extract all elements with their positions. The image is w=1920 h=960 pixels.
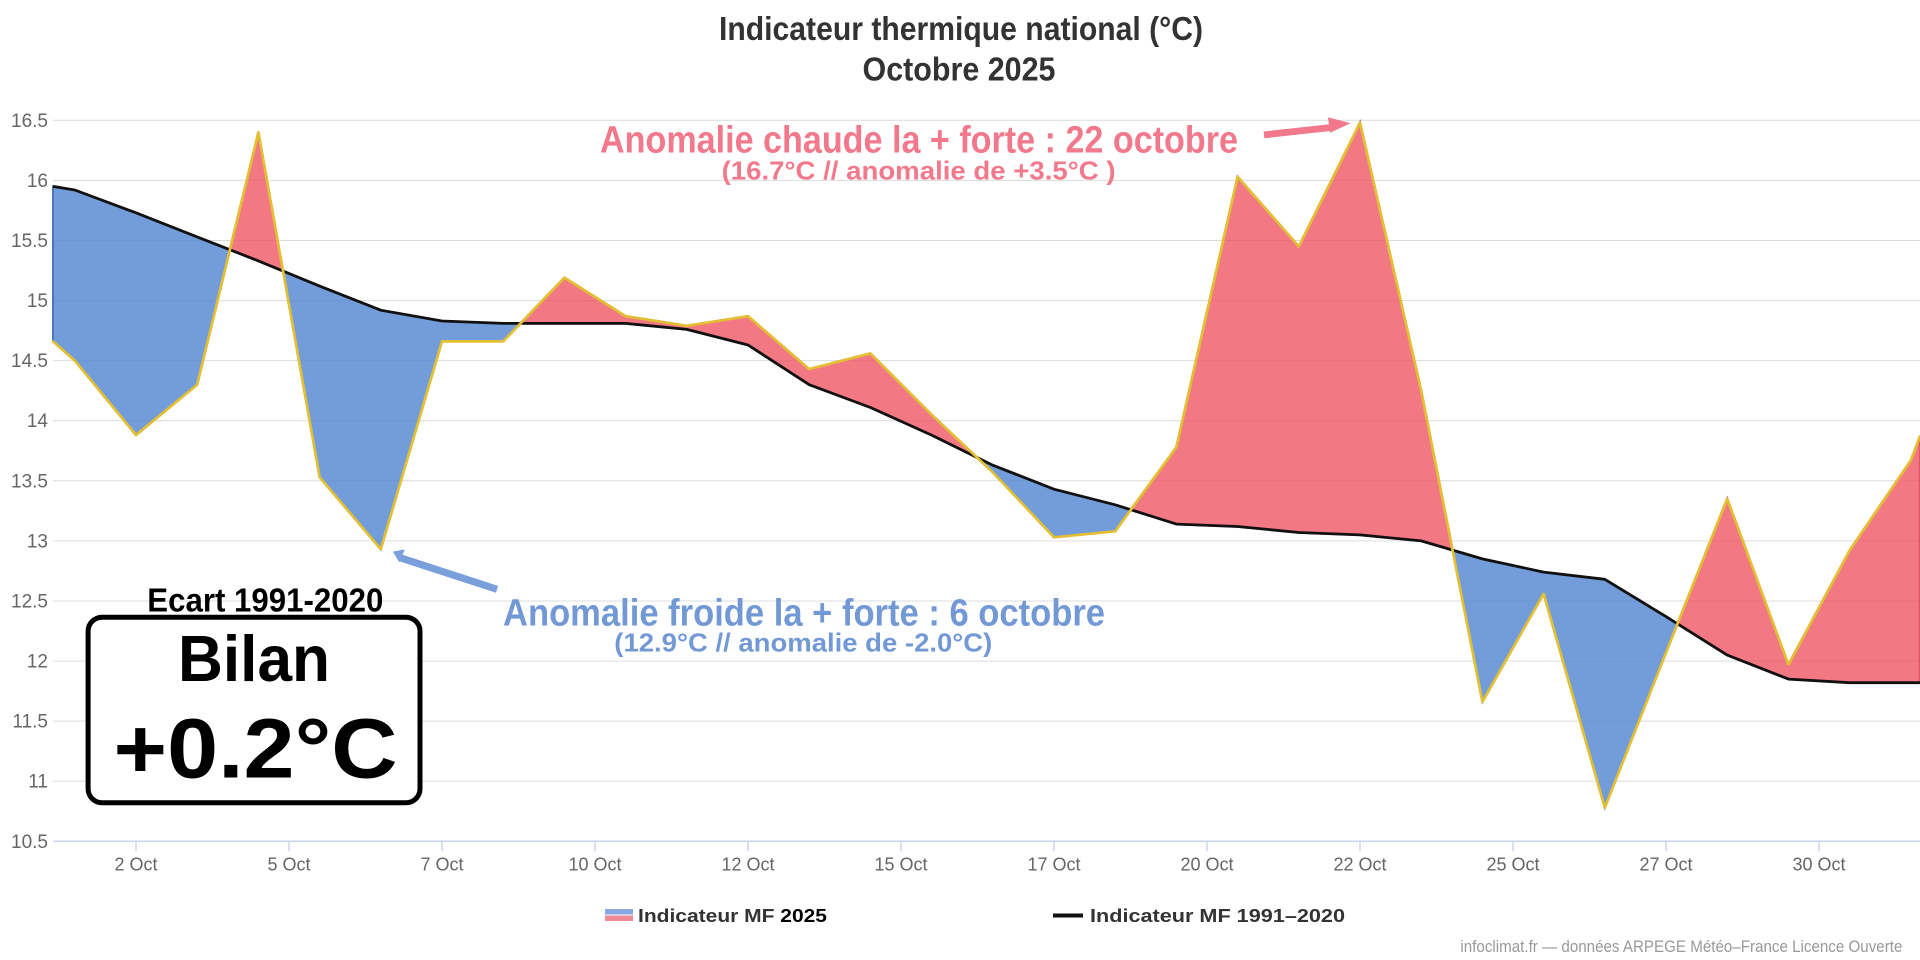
svg-text:17 Oct: 17 Oct xyxy=(1027,854,1080,874)
svg-text:5 Oct: 5 Oct xyxy=(267,854,310,874)
svg-text:20 Oct: 20 Oct xyxy=(1180,854,1233,874)
svg-text:Indicateur thermique national: Indicateur thermique national (°C) xyxy=(719,10,1203,47)
svg-text:Octobre 2025: Octobre 2025 xyxy=(863,51,1056,88)
svg-text:30 Oct: 30 Oct xyxy=(1792,854,1845,874)
svg-text:15 Oct: 15 Oct xyxy=(874,854,927,874)
svg-text:14.5: 14.5 xyxy=(11,351,48,372)
svg-text:13.5: 13.5 xyxy=(11,471,48,492)
svg-text:15.5: 15.5 xyxy=(11,231,48,252)
svg-text:13: 13 xyxy=(27,531,48,552)
svg-text:Ecart 1991-2020: Ecart 1991-2020 xyxy=(147,582,383,619)
svg-text:Indicateur MF 1991–2020: Indicateur MF 1991–2020 xyxy=(1090,906,1345,926)
svg-text:25 Oct: 25 Oct xyxy=(1486,854,1539,874)
svg-text:11.5: 11.5 xyxy=(12,712,48,733)
svg-text:12.5: 12.5 xyxy=(11,592,48,613)
svg-text:Anomalie froide la + forte : 6: Anomalie froide la + forte : 6 octobre xyxy=(503,592,1105,634)
svg-text:7 Oct: 7 Oct xyxy=(420,854,463,874)
svg-text:infoclimat.fr — données ARPEGE: infoclimat.fr — données ARPEGE Météo–Fra… xyxy=(1460,937,1902,956)
svg-text:11: 11 xyxy=(28,772,48,793)
svg-text:12: 12 xyxy=(27,652,48,673)
svg-text:15: 15 xyxy=(27,291,48,312)
svg-text:27 Oct: 27 Oct xyxy=(1639,854,1692,874)
svg-text:Bilan: Bilan xyxy=(178,622,330,695)
svg-text:22 Oct: 22 Oct xyxy=(1333,854,1386,874)
svg-text:(16.7°C // anomalie de +3.5°C: (16.7°C // anomalie de +3.5°C ) xyxy=(722,156,1116,186)
svg-text:Indicateur MF 2025: Indicateur MF 2025 xyxy=(638,906,827,926)
svg-text:14: 14 xyxy=(27,411,49,432)
svg-text:(12.9°C // anomalie de -2.0°C): (12.9°C // anomalie de -2.0°C) xyxy=(614,628,992,658)
svg-text:+0.2°C: +0.2°C xyxy=(114,702,398,796)
svg-text:16: 16 xyxy=(27,171,48,192)
svg-text:2 Oct: 2 Oct xyxy=(114,854,157,874)
svg-text:12 Oct: 12 Oct xyxy=(721,854,774,874)
svg-text:Anomalie chaude la + forte : 2: Anomalie chaude la + forte : 22 octobre xyxy=(600,120,1238,162)
svg-text:10 Oct: 10 Oct xyxy=(568,854,621,874)
svg-text:10.5: 10.5 xyxy=(11,832,48,853)
svg-text:16.5: 16.5 xyxy=(11,111,48,132)
